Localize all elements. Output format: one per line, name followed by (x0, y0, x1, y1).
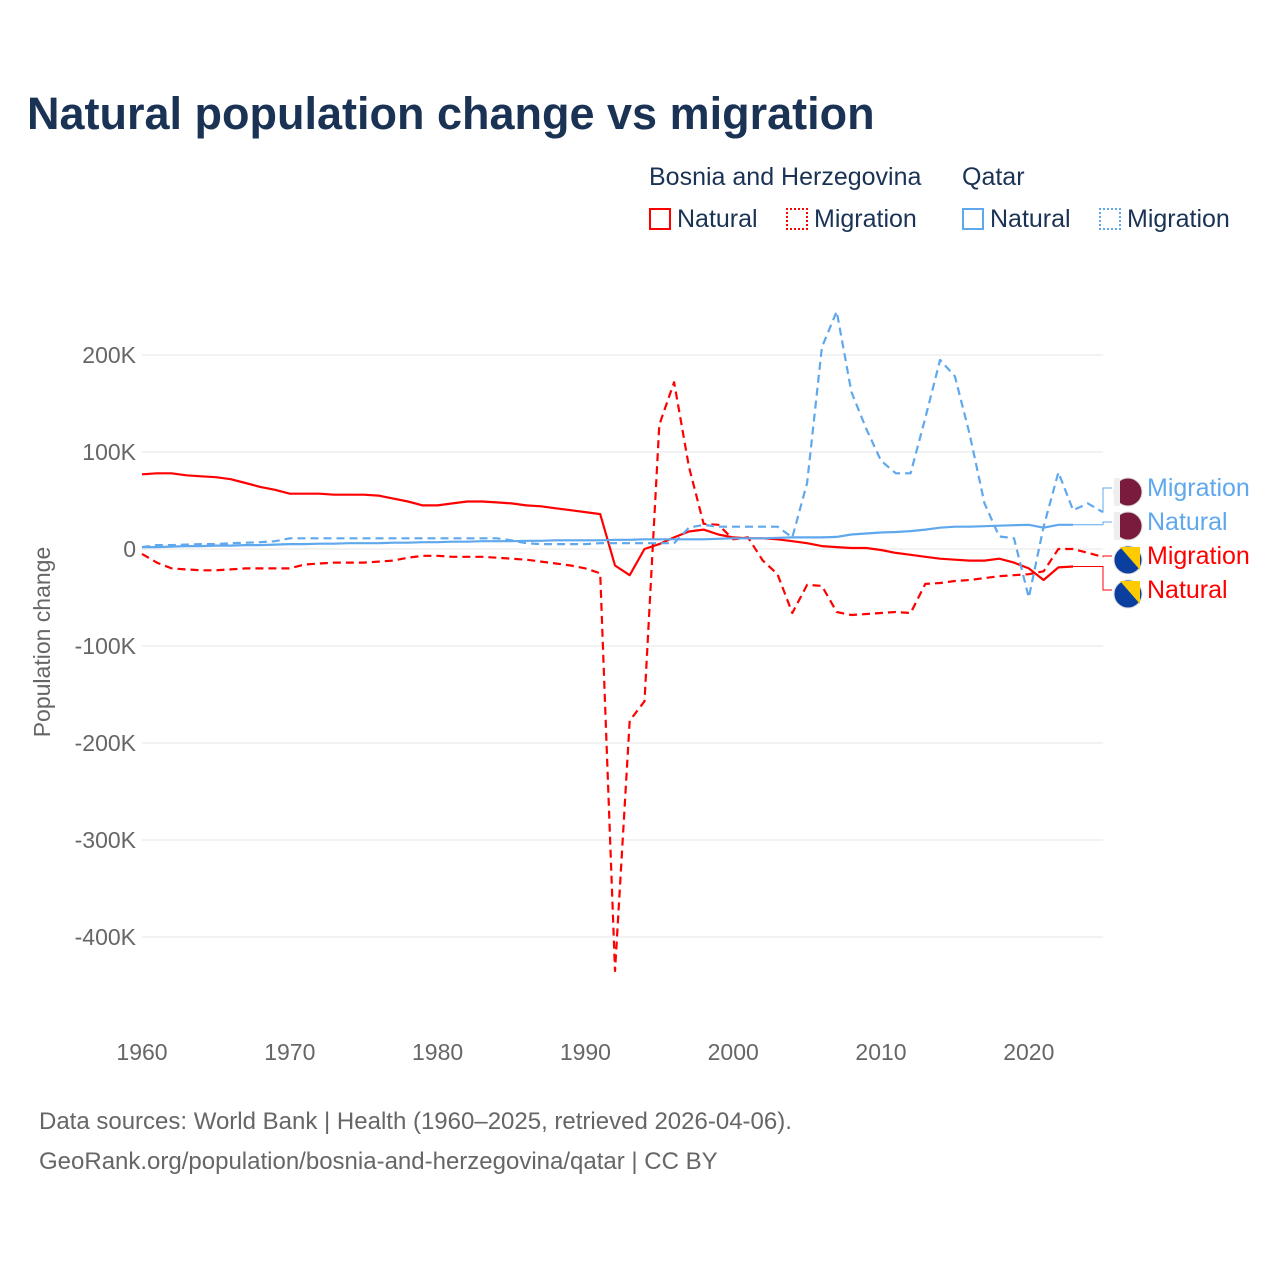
flag-triangle (1120, 581, 1140, 604)
series-line-bosnia-and-herzegovina-natural (141, 472, 1074, 582)
legend-group-bosnia: Bosnia and Herzegovina (649, 163, 922, 191)
legend-swatch-solid (649, 208, 671, 230)
x-tick-label: 2010 (855, 1039, 906, 1065)
y-axis-label: Population change (29, 547, 55, 738)
legend-qatar-migration[interactable]: Migration (1099, 205, 1230, 234)
x-tick-label: 2020 (1003, 1039, 1054, 1065)
flag-triangle (1120, 547, 1140, 570)
label-connector (1073, 565, 1112, 591)
legend-swatch-solid (962, 208, 984, 230)
y-tick-label: -100K (75, 633, 137, 659)
legend-bih-natural[interactable]: Natural (649, 205, 758, 234)
series-line-qatar-migration (141, 310, 1104, 599)
legend-swatch-dotted (786, 208, 808, 230)
legend-bih-migration[interactable]: Migration (786, 205, 917, 234)
x-tick-label: 1980 (412, 1039, 463, 1065)
flag-band (1114, 512, 1120, 540)
series-line-qatar-natural (142, 523, 1074, 549)
source-line-2: GeoRank.org/population/bosnia-and-herzeg… (39, 1148, 718, 1175)
legend-qatar-natural[interactable]: Natural (962, 205, 1071, 234)
chart-title: Natural population change vs migration (27, 88, 875, 139)
x-tick-label: 1960 (116, 1039, 167, 1065)
y-tick-label: 0 (123, 536, 136, 562)
y-tick-label: 100K (82, 439, 136, 465)
source-line-1: Data sources: World Bank | Health (1960–… (39, 1108, 792, 1135)
series-line-bosnia-and-herzegovina-migration (141, 381, 1103, 973)
x-tick-label: 1970 (264, 1039, 315, 1065)
series-end-label: Migration (1147, 542, 1250, 570)
series-end-label: Migration (1147, 474, 1250, 502)
legend-group-qatar: Qatar (962, 163, 1025, 191)
series-end-label: Natural (1147, 508, 1228, 536)
x-tick-label: 2000 (708, 1039, 759, 1065)
x-tick-label: 1990 (560, 1039, 611, 1065)
legend-swatch-dotted (1099, 208, 1121, 230)
y-tick-label: -200K (75, 730, 137, 756)
label-connector (1073, 521, 1112, 526)
label-connector (1102, 487, 1112, 513)
series-end-label: Natural (1147, 576, 1228, 604)
flag-band (1114, 478, 1120, 506)
y-tick-label: -300K (75, 827, 137, 853)
y-tick-label: -400K (75, 924, 137, 950)
y-tick-label: 200K (82, 342, 136, 368)
label-connector (1102, 555, 1112, 558)
